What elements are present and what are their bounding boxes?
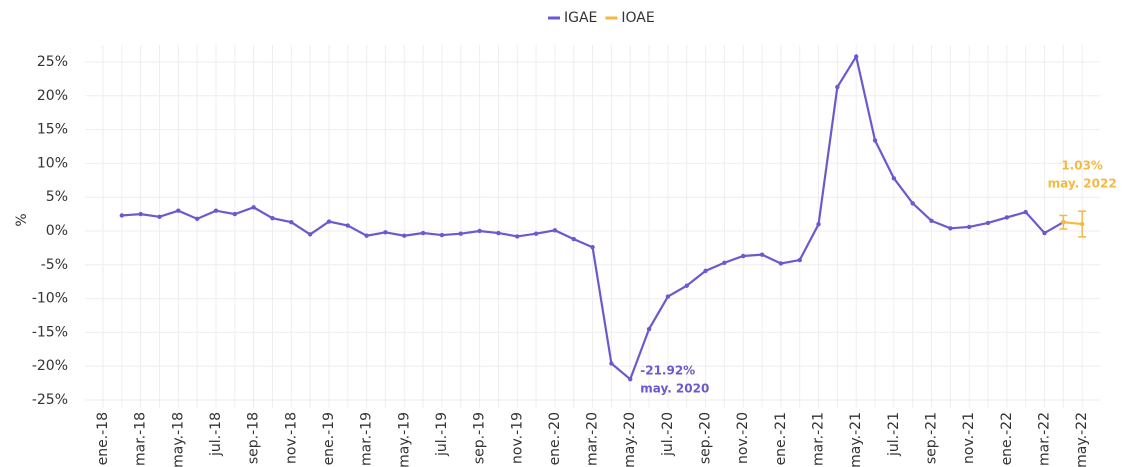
point (609, 361, 614, 366)
x-tick-label: ene.-20 (547, 412, 563, 465)
x-tick-label: nov.-18 (283, 412, 299, 464)
x-tick-label: mar.-20 (585, 412, 601, 466)
annotation-date: may. 2020 (640, 382, 709, 396)
x-tick-label: ene.-22 (999, 412, 1015, 465)
point (759, 252, 765, 257)
x-tick-label: may.-21 (848, 412, 864, 467)
point (703, 268, 708, 274)
y-tick-label: -10% (32, 291, 68, 307)
point (816, 222, 821, 227)
x-tick-label: sep.-19 (472, 412, 488, 464)
x-tick-label: ene.-19 (321, 412, 337, 465)
y-tick-label: 20% (37, 88, 68, 104)
point (119, 213, 125, 218)
point (176, 208, 181, 213)
x-tick-label: nov.-20 (735, 412, 751, 464)
point (1042, 230, 1047, 236)
point (402, 233, 407, 238)
point (213, 208, 219, 213)
annotation-value: -21.92% (640, 364, 695, 378)
legend-label: IOAE (621, 10, 654, 26)
point (891, 176, 897, 181)
point (665, 294, 671, 299)
point (778, 261, 784, 266)
point (1061, 220, 1066, 225)
point (646, 326, 652, 332)
x-tick-label: nov.-21 (961, 412, 977, 464)
x-tick-label: may.-20 (622, 412, 638, 467)
point (420, 230, 426, 236)
point (439, 232, 445, 238)
point (289, 220, 294, 225)
point (590, 245, 595, 250)
point (477, 228, 482, 234)
point (797, 257, 802, 263)
point (194, 216, 200, 222)
x-tick-label: mar.-22 (1037, 412, 1053, 466)
series-line (1063, 221, 1083, 226)
point (515, 234, 520, 239)
x-tick-label: mar.-18 (133, 412, 149, 466)
point (533, 231, 539, 236)
point (910, 201, 915, 206)
x-tick-label: jul.-20 (660, 412, 676, 457)
point (345, 223, 350, 228)
point (496, 230, 501, 236)
x-tick-label: ene.-21 (773, 412, 789, 465)
point (985, 220, 991, 226)
x-tick-label: jul.-21 (886, 412, 902, 457)
y-tick-label: 10% (37, 155, 68, 171)
point (966, 224, 972, 230)
point (157, 214, 162, 220)
annotation-date: may. 2022 (1048, 177, 1117, 191)
point (741, 253, 746, 259)
point (684, 283, 689, 288)
point (383, 230, 388, 235)
annotation-value: 1.03% (1061, 159, 1103, 173)
point (948, 226, 953, 231)
point (552, 228, 558, 233)
y-tick-label: -20% (32, 358, 68, 374)
point (835, 84, 840, 90)
y-tick-label: 25% (37, 54, 68, 70)
point (458, 231, 463, 236)
x-tick-label: ene.-18 (95, 412, 111, 465)
y-tick-label: -15% (32, 324, 68, 340)
point (364, 233, 369, 238)
y-tick-label: -25% (32, 392, 68, 408)
y-tick-label: 15% (37, 122, 68, 138)
point (307, 232, 313, 237)
y-axis-label: % (14, 213, 30, 226)
x-tick-label: may.-22 (1074, 412, 1090, 467)
point (270, 215, 275, 221)
legend-label: IGAE (564, 10, 597, 26)
point (1079, 221, 1085, 227)
point (1023, 209, 1028, 215)
point (929, 218, 934, 224)
y-tick-label: 0% (46, 223, 68, 239)
point (722, 260, 727, 265)
point (251, 205, 256, 210)
point (872, 138, 878, 143)
x-tick-label: sep.-21 (924, 412, 940, 464)
x-tick-label: jul.-18 (208, 412, 224, 457)
point (854, 54, 859, 59)
x-tick-label: jul.-19 (434, 412, 450, 457)
point (628, 376, 633, 382)
point (326, 219, 332, 224)
point (138, 211, 143, 217)
x-tick-label: sep.-20 (698, 412, 714, 464)
y-tick-label: -5% (41, 257, 68, 273)
point (571, 236, 576, 242)
x-tick-label: may.-18 (170, 412, 186, 467)
x-tick-label: nov.-19 (509, 412, 525, 464)
point (1004, 215, 1010, 220)
x-tick-label: may.-19 (396, 412, 412, 467)
x-tick-label: sep.-18 (246, 412, 262, 464)
x-tick-label: mar.-21 (811, 412, 827, 466)
point (232, 211, 238, 217)
x-tick-label: mar.-19 (359, 412, 375, 466)
y-tick-label: 5% (46, 189, 68, 205)
